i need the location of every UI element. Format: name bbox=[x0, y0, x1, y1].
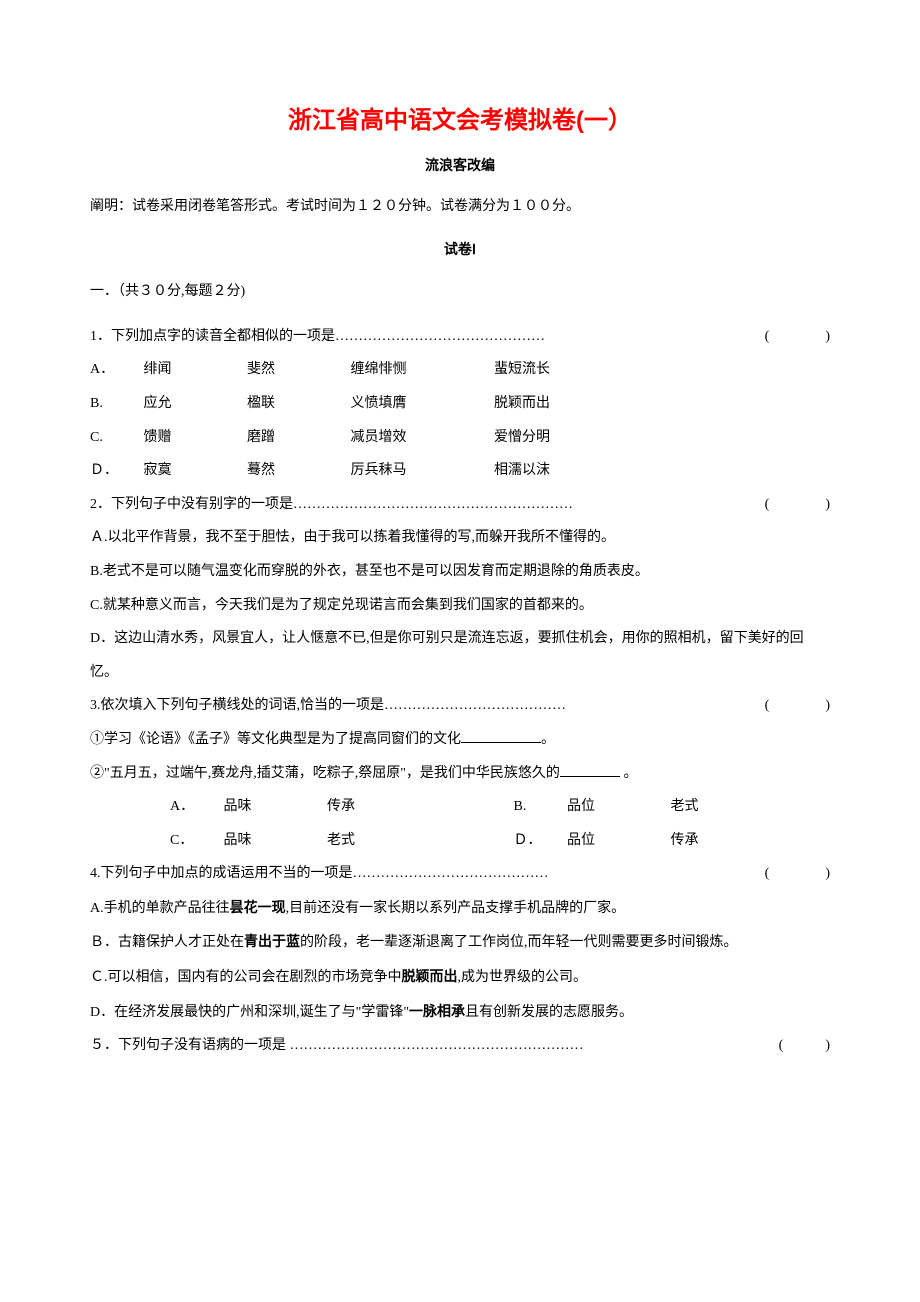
q2-paren: ( ) bbox=[765, 488, 830, 522]
option-val2r: 传承 bbox=[671, 824, 751, 858]
option-label: Ｄ． bbox=[90, 454, 140, 488]
option-col4: 蜚短流长 bbox=[494, 353, 634, 387]
option-col1: 寂寞 bbox=[144, 454, 244, 488]
option-col2: 楹联 bbox=[247, 387, 347, 421]
option-label: C． bbox=[170, 824, 220, 858]
q3-options-row1: A． 品味 传承 B. 品位 老式 bbox=[90, 790, 830, 824]
q4d-post: 且有创新发展的志愿服务。 bbox=[465, 1005, 633, 1020]
question-2-stem: 2．下列句子中没有别字的一项是…………………………………………………… ( ) bbox=[90, 488, 830, 522]
q4b-bold: 青出于蓝 bbox=[244, 933, 300, 949]
option-col1: 馈赠 bbox=[144, 421, 244, 455]
q4b-post: 的阶段，老一辈逐渐退离了工作岗位,而年轻一代则需要更多时间锻炼。 bbox=[300, 935, 738, 950]
option-label: A． bbox=[90, 353, 140, 387]
q3-line1-text: ①学习《论语》《孟子》等文化典型是为了提高同窗们的文化 bbox=[90, 732, 461, 747]
q3-options-row2: C． 品味 老式 Ｄ． 品位 传承 bbox=[90, 824, 830, 858]
q4-option-c: Ｃ.可以相信，国内有的公司会在剧烈的市场竞争中脱颖而出,成为世界级的公司。 bbox=[90, 960, 830, 995]
q4a-bold: 昙花一现 bbox=[230, 899, 286, 915]
q1-paren: ( ) bbox=[765, 320, 830, 354]
option-label: B. bbox=[90, 387, 140, 421]
option-val2r: 老式 bbox=[671, 790, 751, 824]
q4a-pre: A.手机的单款产品往往 bbox=[90, 901, 230, 916]
q5-paren: ( ) bbox=[779, 1029, 830, 1063]
option-col3: 减员增效 bbox=[351, 421, 491, 455]
q3-paren: ( ) bbox=[765, 689, 830, 723]
q4d-pre: D．在经济发展最快的广州和深圳,诞生了与"学雷锋" bbox=[90, 1005, 409, 1020]
q3-line2-text: ②"五月五，过端午,赛龙舟,插艾蒲，吃粽子,祭屈原"，是我们中华民族悠久的 bbox=[90, 766, 560, 781]
option-col2: 蓦然 bbox=[247, 454, 347, 488]
q2-stem-text: 2．下列句子中没有别字的一项是…………………………………………………… bbox=[90, 497, 573, 512]
option-col4: 脱颖而出 bbox=[494, 387, 634, 421]
q3-line2: ②"五月五，过端午,赛龙舟,插艾蒲，吃粽子,祭屈原"，是我们中华民族悠久的 。 bbox=[90, 757, 830, 791]
q1-stem-text: 1．下列加点字的读音全都相似的一项是……………………………………… bbox=[90, 329, 545, 344]
document-title: 浙江省高中语文会考模拟卷(一） bbox=[90, 100, 830, 135]
q4c-bold: 脱颖而出 bbox=[402, 968, 458, 984]
question-3-stem: 3.依次填入下列句子横线处的词语,恰当的一项是………………………………… ( ) bbox=[90, 689, 830, 723]
q4a-post: ,目前还没有一家长期以系列产品支撑手机品牌的厂家。 bbox=[286, 901, 626, 916]
option-col1: 绯闻 bbox=[144, 353, 244, 387]
q2-option-a: Ａ.以北平作背景，我不至于胆怯，由于我可以拣着我懂得的写,而躲开我所不懂得的。 bbox=[90, 521, 830, 555]
option-val2: 传承 bbox=[327, 790, 407, 824]
option-col4: 爱憎分明 bbox=[494, 421, 634, 455]
q3-line1-end: 。 bbox=[541, 732, 555, 747]
q4c-post: ,成为世界级的公司。 bbox=[458, 970, 588, 985]
question-5-stem: ５．下列句子没有语病的一项是 ……………………………………………………… ( ) bbox=[90, 1029, 830, 1063]
section-header: 试卷Ⅰ bbox=[90, 239, 830, 259]
q1-option-d: Ｄ． 寂寞 蓦然 厉兵秣马 相濡以沫 bbox=[90, 454, 830, 488]
q2-option-b: B.老式不是可以随气温变化而穿脱的外衣，甚至也不是可以因发育而定期退除的角质表皮… bbox=[90, 555, 830, 589]
option-col1: 应允 bbox=[144, 387, 244, 421]
option-val1: 品味 bbox=[224, 790, 324, 824]
q3-stem-text: 3.依次填入下列句子横线处的词语,恰当的一项是………………………………… bbox=[90, 698, 566, 713]
option-col4: 相濡以沫 bbox=[494, 454, 634, 488]
q4-option-d: D．在经济发展最快的广州和深圳,诞生了与"学雷锋"一脉相承且有创新发展的志愿服务… bbox=[90, 995, 830, 1030]
q1-option-b: B. 应允 楹联 义愤填膺 脱颖而出 bbox=[90, 387, 830, 421]
instruction-text: 阐明：试卷采用闭卷笔答形式。考试时间为１２０分钟。试卷满分为１００分。 bbox=[90, 193, 830, 221]
document-subtitle: 流浪客改编 bbox=[90, 155, 830, 175]
q4b-pre: Ｂ．古籍保护人才正处在 bbox=[90, 935, 244, 950]
option-val1: 品味 bbox=[224, 824, 324, 858]
q4-option-b: Ｂ．古籍保护人才正处在青出于蓝的阶段，老一辈逐渐退离了工作岗位,而年轻一代则需要… bbox=[90, 925, 830, 960]
q3-line1: ①学习《论语》《孟子》等文化典型是为了提高同窗们的文化 。 bbox=[90, 723, 830, 757]
option-col3: 义愤填膺 bbox=[351, 387, 491, 421]
option-val1r: 品位 bbox=[567, 790, 667, 824]
page-container: 浙江省高中语文会考模拟卷(一） 流浪客改编 阐明：试卷采用闭卷笔答形式。考试时间… bbox=[0, 0, 920, 1123]
option-label: A． bbox=[170, 790, 220, 824]
option-label: Ｄ． bbox=[514, 824, 564, 858]
option-val2: 老式 bbox=[327, 824, 407, 858]
q3-line2-end: 。 bbox=[620, 766, 638, 781]
option-val1r: 品位 bbox=[567, 824, 667, 858]
option-col3: 厉兵秣马 bbox=[351, 454, 491, 488]
option-col3: 缠绵悱恻 bbox=[351, 353, 491, 387]
blank-line bbox=[461, 742, 541, 743]
option-label: C. bbox=[90, 421, 140, 455]
option-col2: 磨蹭 bbox=[247, 421, 347, 455]
q4-option-a: A.手机的单款产品往往昙花一现,目前还没有一家长期以系列产品支撑手机品牌的厂家。 bbox=[90, 891, 830, 926]
q4d-bold: 一脉相承 bbox=[409, 1003, 465, 1019]
q4-paren: ( ) bbox=[765, 857, 830, 891]
q5-stem-text: ５．下列句子没有语病的一项是 ……………………………………………………… bbox=[90, 1038, 584, 1053]
section-title: 一．（共３０分,每题２分) bbox=[90, 277, 830, 308]
q2-option-d: D．这边山清水秀，风景宜人，让人惬意不已,但是你可别只是流连忘返，要抓住机会，用… bbox=[90, 622, 830, 689]
q4c-pre: Ｃ.可以相信，国内有的公司会在剧烈的市场竞争中 bbox=[90, 970, 402, 985]
option-col2: 斐然 bbox=[247, 353, 347, 387]
q4-stem-text: 4.下列句子中加点的成语运用不当的一项是…………………………………… bbox=[90, 866, 549, 881]
question-1-stem: 1．下列加点字的读音全都相似的一项是……………………………………… ( ) bbox=[90, 320, 830, 354]
blank-line bbox=[560, 776, 620, 777]
q2-option-c: C.就某种意义而言，今天我们是为了规定兑现诺言而会集到我们国家的首都来的。 bbox=[90, 589, 830, 623]
q1-option-a: A． 绯闻 斐然 缠绵悱恻 蜚短流长 bbox=[90, 353, 830, 387]
question-4-stem: 4.下列句子中加点的成语运用不当的一项是…………………………………… ( ) bbox=[90, 857, 830, 891]
q1-option-c: C. 馈赠 磨蹭 减员增效 爱憎分明 bbox=[90, 421, 830, 455]
option-label: B. bbox=[514, 790, 564, 824]
